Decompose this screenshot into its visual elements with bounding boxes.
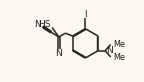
Text: N: N — [106, 46, 113, 55]
Text: N: N — [34, 20, 41, 29]
Text: Me: Me — [113, 40, 125, 49]
Text: Me: Me — [113, 53, 125, 62]
Text: HS: HS — [38, 20, 51, 29]
Text: N: N — [55, 49, 62, 58]
Text: I: I — [84, 10, 87, 19]
